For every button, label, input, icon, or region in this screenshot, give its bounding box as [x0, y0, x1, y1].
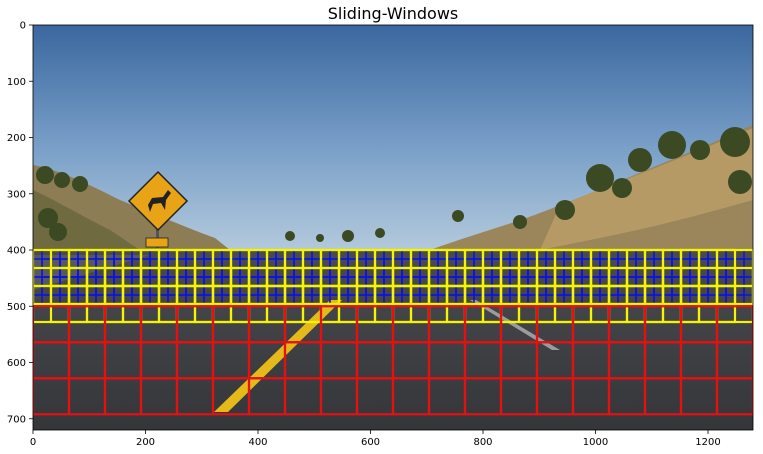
y-tick-label: 0 [20, 21, 26, 32]
y-tick-label: 700 [7, 414, 26, 425]
sliding-window [715, 284, 753, 324]
axes-frame [32, 24, 754, 431]
y-tick-label: 200 [7, 133, 26, 144]
y-tick-label: 500 [7, 302, 26, 313]
x-tick-label: 600 [361, 437, 380, 448]
y-axis: 0 100 200 300 400 500 600 700 [7, 21, 33, 425]
yellow-lane-line [214, 300, 342, 412]
y-tick-label: 100 [7, 77, 26, 88]
window-set-2 [33, 305, 753, 416]
road-shoulder-left [33, 255, 150, 290]
sliding-window [715, 377, 753, 416]
deer-crossing-sign [127, 170, 189, 248]
x-tick-label: 400 [248, 437, 267, 448]
y-tick-label: 400 [7, 246, 26, 257]
sliding-windows [33, 248, 753, 416]
x-tick-label: 0 [30, 437, 36, 448]
x-tick-label: 800 [473, 437, 492, 448]
window-set-1 [33, 248, 753, 324]
y-tick-label: 300 [7, 189, 26, 200]
chart-title: Sliding-Windows [328, 4, 459, 23]
trees [36, 127, 752, 242]
x-axis: 0 200 400 600 800 1000 1200 [30, 430, 721, 448]
x-tick-label: 1200 [695, 437, 720, 448]
y-tick-label: 600 [7, 358, 26, 369]
x-tick-label: 200 [136, 437, 155, 448]
x-tick-label: 1000 [583, 437, 608, 448]
